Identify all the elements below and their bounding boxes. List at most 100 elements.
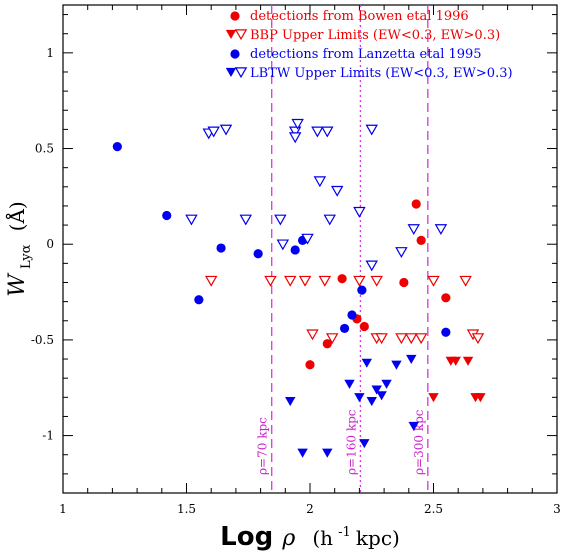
legend-entry: detections from Lanzetta etal 1995 <box>250 47 482 62</box>
y-axis-title-main: W <box>5 272 30 297</box>
x-axis-title: Log ρ (h -1 kpc) <box>220 521 400 552</box>
data-point <box>290 245 300 255</box>
legend-marker-filled <box>225 29 237 39</box>
data-point <box>291 118 304 130</box>
data-point <box>405 333 418 345</box>
data-points <box>112 118 486 458</box>
data-point <box>361 358 373 368</box>
data-point <box>322 339 332 349</box>
data-point <box>274 214 287 226</box>
legend-marker <box>230 49 240 59</box>
data-point <box>399 277 409 288</box>
legend-marker-filled <box>225 67 237 77</box>
data-point <box>325 333 339 345</box>
data-point <box>322 448 333 458</box>
data-point <box>353 275 366 287</box>
y-tick-label: -0.5 <box>31 333 54 347</box>
x-tick-label: 3 <box>553 502 561 516</box>
legend-entry: LBTW Upper Limits (EW<0.3, EW>0.3) <box>250 66 513 81</box>
x-tick-label: 2 <box>306 502 314 516</box>
data-point <box>434 224 448 236</box>
data-point <box>395 247 408 259</box>
x-tick-label: 2.5 <box>424 502 443 516</box>
data-point <box>459 275 472 287</box>
data-point <box>264 275 277 287</box>
data-point <box>321 126 334 138</box>
y-axis-title: W Lyα (Å) <box>4 201 34 296</box>
data-point <box>306 329 319 341</box>
x-axis-title-units: (h <box>312 526 333 550</box>
data-point <box>323 214 336 226</box>
data-point <box>330 185 344 197</box>
data-point <box>285 396 296 407</box>
legend-marker <box>230 11 240 21</box>
axis-ticks: 1 1.5 2 2.5 3 1 0.5 0 -0.5 -1 <box>31 5 561 516</box>
data-point <box>375 333 388 345</box>
data-point <box>162 210 172 221</box>
data-point <box>366 396 377 407</box>
y-tick-label: -1 <box>42 429 54 443</box>
data-point <box>427 275 440 287</box>
data-point <box>301 233 314 245</box>
data-point <box>337 274 347 284</box>
data-point <box>185 214 198 226</box>
data-point <box>381 379 392 389</box>
data-point <box>216 243 226 253</box>
data-point <box>441 293 451 303</box>
reference-line-label: ρ=70 kpc <box>256 417 270 475</box>
data-point <box>365 124 378 136</box>
data-point <box>354 393 365 403</box>
legend-marker-open <box>234 67 248 79</box>
x-axis-title-main: Log <box>220 522 273 552</box>
data-point <box>318 275 332 287</box>
data-point <box>391 360 402 370</box>
data-point <box>475 393 486 403</box>
y-axis-title-units: (Å) <box>4 201 29 231</box>
data-point <box>370 275 383 287</box>
data-point <box>359 439 370 449</box>
data-point <box>219 124 233 136</box>
data-point <box>408 421 419 431</box>
legend-marker-open <box>234 29 248 41</box>
data-point <box>407 224 420 236</box>
data-point <box>371 385 382 395</box>
plot-area <box>62 4 558 494</box>
data-point <box>298 275 312 287</box>
data-point <box>428 393 439 403</box>
data-point <box>339 323 350 334</box>
data-point <box>471 333 485 345</box>
legend-entry: detections from Bowen etal 1996 <box>250 9 469 24</box>
data-point <box>313 176 327 188</box>
data-point <box>395 333 408 345</box>
x-axis-title-units-end: kpc) <box>356 526 400 550</box>
data-point <box>253 249 263 259</box>
data-point <box>406 354 417 364</box>
data-point <box>347 310 357 320</box>
data-point <box>359 321 369 332</box>
data-point <box>297 448 308 458</box>
x-axis-title-exponent: -1 <box>338 525 351 540</box>
x-tick-label: 1.5 <box>177 502 196 516</box>
data-point <box>276 239 290 251</box>
x-axis-title-symbol: ρ <box>281 526 295 551</box>
y-tick-label: 0 <box>46 237 54 251</box>
x-tick-label: 1 <box>59 502 67 516</box>
y-tick-label: 0.5 <box>35 142 54 156</box>
data-point <box>414 333 428 345</box>
reference-line-label: ρ=160 kpc <box>344 409 358 475</box>
data-point <box>288 132 302 144</box>
data-point <box>194 295 204 305</box>
data-point <box>376 391 387 401</box>
data-point <box>344 379 355 389</box>
data-point <box>112 142 122 152</box>
data-point <box>207 126 220 138</box>
data-point <box>450 356 461 366</box>
y-axis-title-subscript: Lyα <box>19 244 34 269</box>
legend-entry: BBP Upper Limits (EW<0.3, EW>0.3) <box>250 28 500 43</box>
data-point <box>441 327 451 337</box>
data-point <box>416 235 426 245</box>
data-point <box>365 260 378 272</box>
data-point <box>311 126 324 138</box>
data-point <box>239 214 253 226</box>
